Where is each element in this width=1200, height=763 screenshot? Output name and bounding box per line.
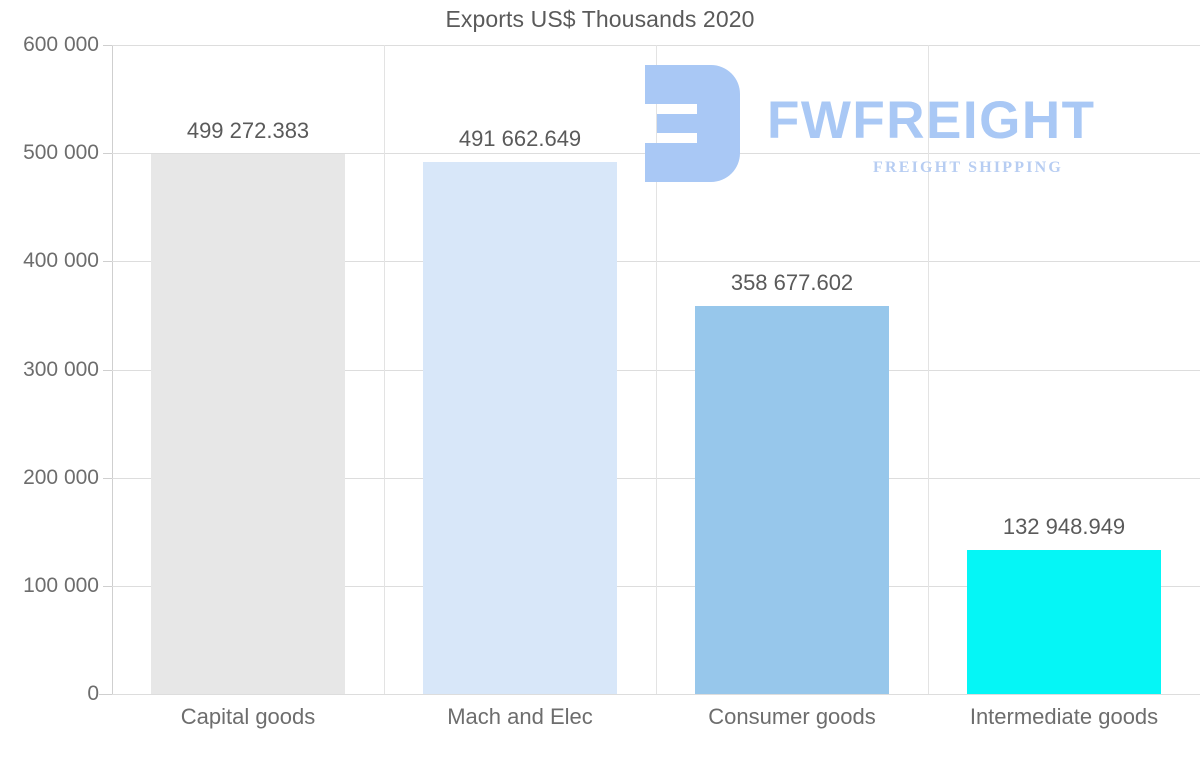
y-axis-tick-mark — [103, 261, 112, 263]
y-axis-tick-label: 0 — [87, 682, 99, 705]
y-axis-tick-mark — [103, 585, 112, 587]
bar-value-label: 132 948.949 — [1002, 514, 1126, 540]
x-axis-tick-label: Intermediate goods — [969, 704, 1159, 729]
y-axis-tick-label: 500 000 — [23, 141, 99, 165]
bar-value-label: 491 662.649 — [458, 126, 582, 152]
x-axis-tick-label: Consumer goods — [708, 704, 876, 729]
gridline-horizontal — [112, 694, 1200, 695]
y-axis-tick-label: 200 000 — [23, 465, 99, 489]
chart-title: Exports US$ Thousands 2020 — [445, 6, 755, 32]
x-axis-tick-label: Capital goods — [180, 704, 316, 729]
y-axis-tick-label: 400 000 — [23, 249, 99, 273]
bar[interactable] — [422, 162, 618, 694]
x-axis-tick-label: Mach and Elec — [447, 704, 593, 729]
gridline-vertical — [384, 45, 385, 694]
gridline-vertical — [928, 45, 929, 694]
y-axis-tick-label: 600 000 — [23, 33, 99, 56]
bar-value-label: 499 272.383 — [186, 117, 310, 143]
y-axis-tick-mark — [103, 45, 112, 46]
y-axis-tick-mark — [103, 153, 112, 155]
bar-value-label: 358 677.602 — [730, 270, 854, 296]
y-axis-tick-label: 300 000 — [23, 357, 99, 381]
y-axis-tick-mark — [103, 477, 112, 479]
bar[interactable] — [694, 306, 890, 694]
y-axis-tick-label: 100 000 — [23, 573, 99, 597]
gridline-vertical — [656, 45, 657, 694]
plot-area — [112, 45, 1200, 695]
y-axis-tick-mark — [103, 369, 112, 371]
bar[interactable] — [966, 550, 1162, 694]
bar[interactable] — [150, 153, 346, 694]
